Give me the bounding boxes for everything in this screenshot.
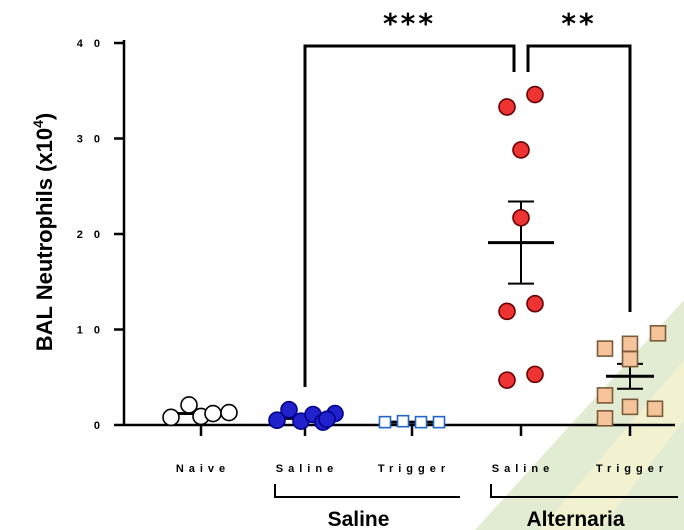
point-4-0 [596, 340, 614, 357]
point-0-1 [180, 396, 198, 414]
point-3-7 [498, 371, 516, 389]
category-label-3: Saline [492, 463, 554, 475]
point-4-2 [649, 325, 667, 342]
category-label-2: Trigger [378, 463, 450, 475]
point-4-3 [621, 350, 639, 368]
point-0-3 [204, 404, 222, 423]
point-2-3 [432, 415, 446, 429]
group-brackets: Saline Alternaria [274, 484, 678, 530]
category-label-0: Naive [176, 463, 230, 475]
point-0-0 [162, 408, 180, 427]
point-0-4 [220, 403, 238, 422]
point-1-1 [280, 400, 298, 419]
category-label-4: Trigger [596, 463, 668, 475]
sig-bracket-1 [526, 44, 632, 72]
significance-brackets: *** ** [303, 7, 632, 387]
y-axis-label: BAL Neutrophils (x104) [30, 113, 57, 351]
point-3-3 [512, 208, 530, 227]
point-4-4 [596, 387, 614, 404]
x-ticks [199, 425, 632, 436]
y-tick-label-10: 1 0 [77, 325, 104, 337]
point-3-0 [498, 98, 516, 116]
point-4-6 [646, 400, 664, 418]
data-points [162, 85, 667, 431]
sig-label-1: ** [561, 7, 596, 40]
category-labels: Naive Saline Trigger Saline Trigger [176, 463, 668, 475]
point-4-5 [621, 398, 639, 416]
group-label-1: Alternaria [526, 508, 624, 530]
y-tick-label-0: 0 [94, 420, 104, 432]
point-3-5 [498, 302, 516, 321]
group-bracket-1 [490, 484, 678, 498]
point-2-0 [378, 415, 392, 429]
group-bracket-0 [274, 484, 460, 498]
point-1-0 [268, 411, 286, 430]
point-3-6 [526, 365, 544, 384]
category-label-1: Saline [276, 463, 338, 475]
point-3-2 [512, 141, 530, 159]
mean-sem-bars [177, 200, 654, 424]
point-2-1 [396, 414, 410, 428]
group-label-0: Saline [328, 508, 390, 530]
y-tick-label-20: 2 0 [77, 229, 104, 241]
y-tick-label-30: 3 0 [77, 134, 104, 146]
point-3-1 [526, 85, 544, 104]
sig-label-0: *** [383, 7, 436, 40]
y-tick-label-40: 4 0 [77, 38, 104, 50]
point-1-6 [318, 410, 336, 429]
sig-bracket-0 [303, 44, 516, 387]
y-ticks: 0 1 0 2 0 3 0 4 0 [77, 38, 124, 432]
point-3-4 [526, 294, 544, 313]
point-2-2 [414, 415, 428, 429]
point-4-1 [621, 335, 639, 353]
point-4-7 [596, 410, 614, 427]
